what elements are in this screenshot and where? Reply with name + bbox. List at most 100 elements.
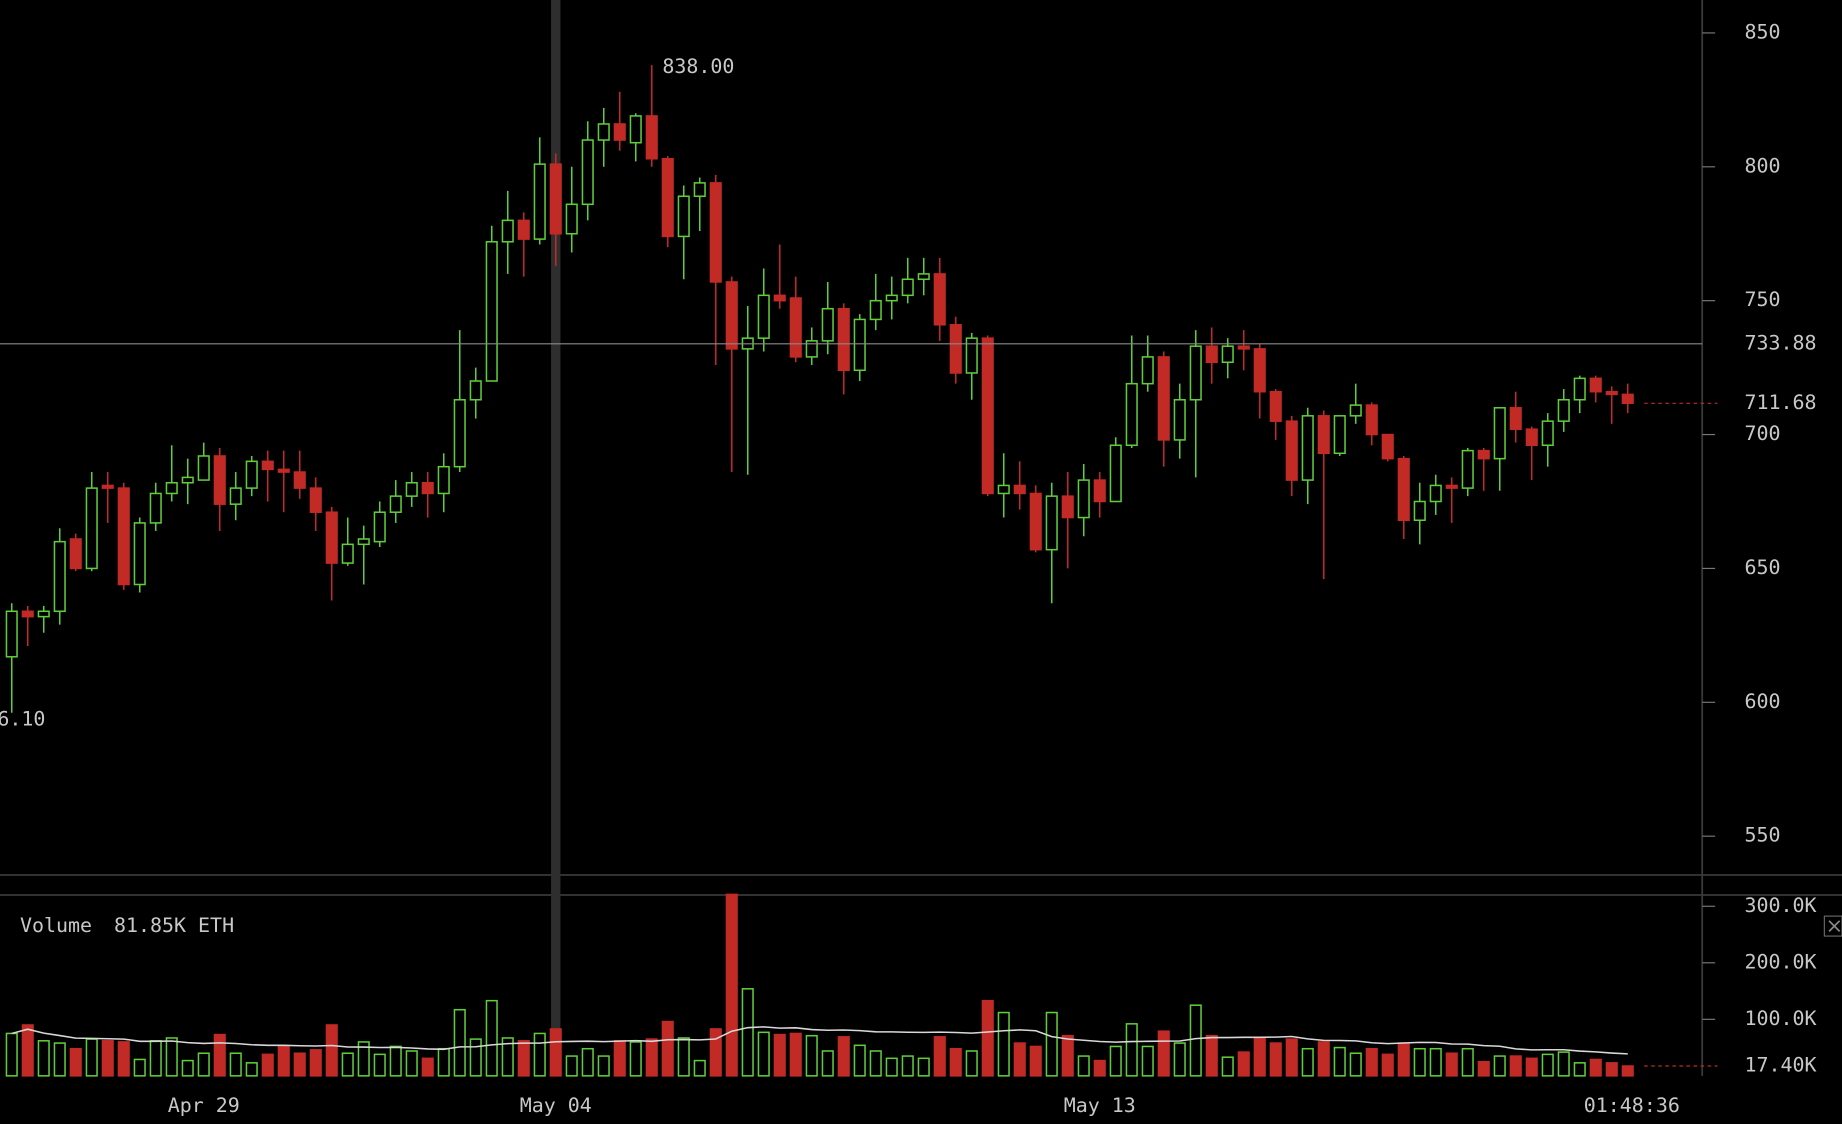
volume-bar: [1605, 1062, 1618, 1077]
volume-bar: [1077, 1055, 1090, 1077]
volume-bar: [501, 1037, 514, 1077]
volume-bar: [1365, 1047, 1378, 1077]
volume-bar: [1141, 1045, 1154, 1077]
candle-body: [1077, 479, 1090, 519]
candle-body: [21, 610, 34, 618]
volume-bar: [1589, 1058, 1602, 1077]
candle-body: [981, 337, 994, 495]
crosshair-price-label: 733.88: [1744, 330, 1816, 354]
volume-bar: [725, 893, 738, 1077]
candle-body: [1381, 433, 1394, 460]
volume-bar: [629, 1041, 642, 1077]
close-box[interactable]: [1823, 915, 1842, 937]
candle-body: [1589, 377, 1602, 393]
volume-bar: [533, 1032, 546, 1077]
candle-body: [53, 540, 66, 613]
last-price-label: 711.68: [1744, 390, 1816, 414]
candle-body: [1397, 457, 1410, 522]
volume-bar: [21, 1024, 34, 1077]
volume-bar: [1381, 1053, 1394, 1077]
volume-bar: [1301, 1047, 1314, 1077]
countdown: 01:48:36: [1584, 1093, 1680, 1117]
volume-tick-label: 200.0K: [1744, 949, 1816, 973]
volume-bar: [741, 988, 754, 1077]
volume-bar: [197, 1052, 210, 1077]
candle-body: [1301, 415, 1314, 481]
candle-body: [629, 115, 642, 144]
volume-bar: [1333, 1046, 1346, 1077]
volume-bar: [1317, 1041, 1330, 1077]
candle-body: [805, 340, 818, 358]
volume-bar: [293, 1052, 306, 1077]
volume-bar: [997, 1011, 1010, 1077]
volume-bar: [885, 1057, 898, 1077]
volume-bar: [309, 1049, 322, 1077]
volume-value: 81.85K ETH: [114, 913, 234, 937]
candle-body: [565, 203, 578, 235]
candle-body: [1173, 398, 1186, 441]
candle-body: [1477, 449, 1490, 460]
candle-body: [181, 476, 194, 484]
volume-bar: [213, 1033, 226, 1077]
volume-average-line: [11, 1026, 1628, 1055]
candle-body: [997, 484, 1010, 495]
volume-bar: [229, 1052, 242, 1077]
candle-body: [1093, 479, 1106, 503]
volume-title: Volume: [20, 913, 92, 937]
volume-bar: [917, 1057, 930, 1077]
candle-body: [965, 337, 978, 374]
y-tick-label: 800: [1744, 153, 1780, 177]
candle-body: [117, 487, 130, 586]
candle-body: [1253, 348, 1266, 393]
volume-bar: [53, 1042, 66, 1077]
candle-body: [1029, 492, 1042, 551]
x-tick-label: Apr 29: [168, 1093, 240, 1117]
candle-body: [1141, 356, 1154, 385]
candle-body: [613, 123, 626, 141]
candle-body: [1445, 484, 1458, 489]
candle-body: [1221, 345, 1234, 364]
volume-bar: [261, 1053, 274, 1077]
volume-bar: [1285, 1038, 1298, 1077]
volume-bar: [901, 1055, 914, 1077]
candle-body: [821, 307, 834, 342]
candle-body: [549, 163, 562, 235]
candle-body: [341, 543, 354, 564]
candle-body: [213, 455, 226, 505]
candle-body: [1605, 390, 1618, 396]
candle-body: [1285, 420, 1298, 481]
volume-bar: [581, 1047, 594, 1077]
volume-bar: [469, 1038, 482, 1077]
candle-body: [309, 487, 322, 513]
volume-bar: [1269, 1042, 1282, 1077]
candle-body: [85, 487, 98, 570]
volume-bar: [101, 1040, 114, 1077]
candle-body: [1189, 345, 1202, 401]
volume-bar: [789, 1032, 802, 1077]
candle-body: [1237, 345, 1250, 350]
volume-bar: [85, 1038, 98, 1077]
volume-bar: [1045, 1011, 1058, 1077]
candle-body: [789, 297, 802, 358]
candle-body: [133, 522, 146, 586]
volume-bar: [1093, 1059, 1106, 1077]
candle-body: [293, 471, 306, 489]
y-tick-label: 600: [1744, 689, 1780, 713]
volume-bar: [757, 1031, 770, 1077]
close-icon[interactable]: [1828, 920, 1841, 933]
candle-body: [389, 495, 402, 513]
volume-bar: [1493, 1055, 1506, 1077]
candle-body: [1045, 495, 1058, 551]
volume-bar: [117, 1041, 130, 1077]
crosshair-vertical: [551, 0, 561, 1076]
last-volume-label: 17.40K: [1744, 1053, 1816, 1077]
candle-body: [661, 158, 674, 238]
candle-body: [1621, 393, 1634, 405]
candle-body: [1125, 382, 1138, 447]
volume-bar: [69, 1047, 82, 1077]
candle-body: [933, 273, 946, 326]
volume-bar: [981, 999, 994, 1077]
volume-bar: [1557, 1051, 1570, 1077]
close-button[interactable]: [1823, 915, 1842, 937]
candle-body: [725, 281, 738, 350]
